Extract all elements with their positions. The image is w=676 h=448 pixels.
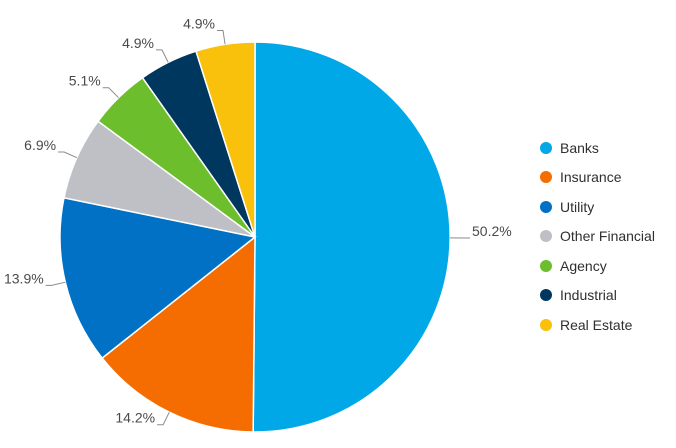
pie-slice-real-estate xyxy=(195,41,256,238)
legend-label: Industrial xyxy=(560,287,617,304)
legend-label: Banks xyxy=(560,139,599,156)
legend-label: Other Financial xyxy=(560,228,655,245)
legend-label: Real Estate xyxy=(560,316,633,333)
legend-swatch xyxy=(540,171,552,184)
legend-swatch xyxy=(540,289,552,302)
legend-item-banks: Banks xyxy=(540,133,655,163)
legend-swatch xyxy=(540,259,552,272)
legend-swatch xyxy=(540,141,552,154)
data-label-real-estate: 4.9% xyxy=(183,16,215,32)
legend-swatch xyxy=(540,318,552,331)
leader-line-other-financial xyxy=(58,151,78,159)
legend-label: Utility xyxy=(560,198,595,215)
data-label-other-financial: 6.9% xyxy=(24,137,56,153)
data-label-utility: 13.9% xyxy=(4,270,44,286)
pie-slice-insurance xyxy=(101,235,256,433)
leader-line-real-estate xyxy=(217,30,226,45)
legend-item-agency: Agency xyxy=(540,251,655,281)
leader-line-agency xyxy=(102,87,119,99)
chart-legend: Banks Insurance Utility Other Financial Agen… xyxy=(540,133,655,340)
data-label-industrial: 4.9% xyxy=(122,35,154,51)
legend-label: Agency xyxy=(560,257,607,274)
legend-swatch xyxy=(540,230,552,243)
data-label-agency: 5.1% xyxy=(69,73,101,89)
legend-swatch xyxy=(540,200,552,213)
leader-line-insurance xyxy=(157,411,170,426)
pie-slice-banks xyxy=(252,41,451,433)
legend-item-real-estate: Real Estate xyxy=(540,310,655,340)
legend-item-industrial: Industrial xyxy=(540,281,655,311)
legend-item-other-financial: Other Financial xyxy=(540,222,655,252)
leader-line-utility xyxy=(45,281,66,286)
leader-line-industrial xyxy=(156,49,169,63)
legend-item-utility: Utility xyxy=(540,192,655,222)
data-label-insurance: 14.2% xyxy=(115,410,155,426)
pie-slice-utility xyxy=(59,196,257,360)
data-label-banks: 50.2% xyxy=(472,223,512,239)
legend-label: Insurance xyxy=(560,169,622,186)
legend-item-insurance: Insurance xyxy=(540,163,655,193)
